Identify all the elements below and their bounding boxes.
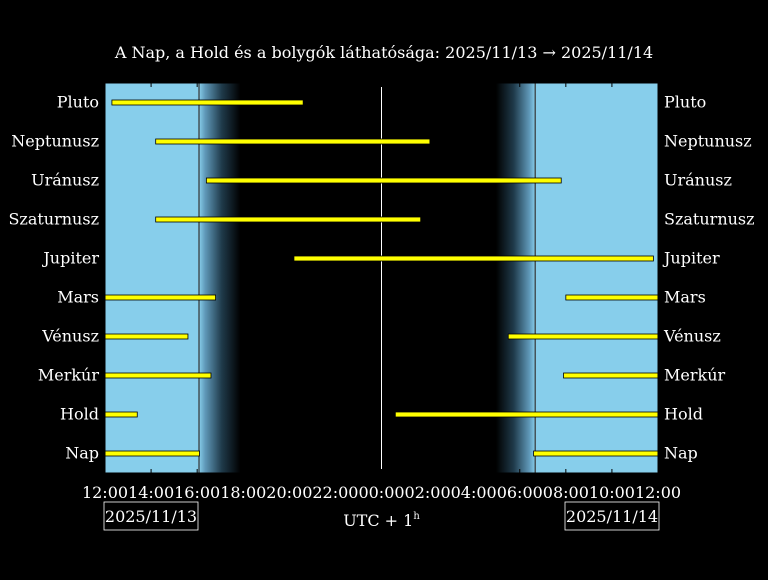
day-region-left	[105, 83, 200, 473]
y-label-right-pluto: Pluto	[664, 93, 706, 112]
day-region-right	[535, 83, 658, 473]
x-axis-label-superscript: h	[413, 511, 420, 522]
dusk-twilight	[199, 83, 241, 473]
y-label-left-uránusz: Uránusz	[31, 171, 99, 190]
visibility-bar-pluto	[111, 99, 304, 106]
visibility-bar-szaturnusz	[155, 216, 422, 223]
y-label-right-vénusz: Vénusz	[663, 327, 721, 346]
date-left: 2025/11/13	[105, 507, 197, 526]
y-label-left-jupiter: Jupiter	[41, 249, 99, 268]
y-label-right-jupiter: Jupiter	[662, 249, 720, 268]
x-tick-label: 02:00	[405, 483, 451, 502]
x-tick-label: 10:00	[589, 483, 635, 502]
dawn-twilight	[496, 83, 536, 473]
y-label-left-szaturnusz: Szaturnusz	[8, 210, 99, 229]
visibility-bar-neptunusz	[155, 138, 431, 145]
visibility-bar-merkúr	[104, 372, 212, 379]
y-label-left-nap: Nap	[65, 444, 99, 463]
y-label-left-merkúr: Merkúr	[38, 366, 100, 385]
x-tick-label: 18:00	[220, 483, 266, 502]
y-label-right-merkúr: Merkúr	[664, 366, 726, 385]
x-tick-label: 16:00	[174, 483, 220, 502]
y-label-right-hold: Hold	[664, 405, 703, 424]
visibility-bar-mars	[104, 294, 216, 301]
y-label-left-mars: Mars	[57, 288, 99, 307]
x-tick-label: 00:00	[358, 483, 404, 502]
date-right-box	[564, 501, 660, 531]
visibility-bar-uránusz	[205, 177, 562, 184]
chart-title: A Nap, a Hold és a bolygók láthatósága: …	[114, 43, 653, 62]
visibility-bar-mars	[565, 294, 659, 301]
x-tick-label: 12:00	[82, 483, 128, 502]
date-left-box	[103, 501, 199, 531]
y-label-left-hold: Hold	[60, 405, 99, 424]
x-tick-label: 14:00	[128, 483, 174, 502]
y-label-right-neptunusz: Neptunusz	[664, 132, 752, 151]
x-tick-label: 06:00	[497, 483, 543, 502]
y-label-right-szaturnusz: Szaturnusz	[664, 210, 755, 229]
y-label-left-neptunusz: Neptunusz	[11, 132, 99, 151]
visibility-bar-hold	[104, 411, 138, 418]
visibility-bar-jupiter	[293, 255, 654, 262]
visibility-bar-nap	[533, 450, 659, 457]
x-tick-label: 20:00	[266, 483, 312, 502]
date-right: 2025/11/14	[566, 507, 658, 526]
x-axis-label: UTC + 1h	[343, 511, 420, 530]
visibility-bar-nap	[104, 450, 200, 457]
x-axis-label-text: UTC + 1	[343, 511, 413, 530]
y-label-right-uránusz: Uránusz	[664, 171, 732, 190]
visibility-bar-vénusz	[104, 333, 189, 340]
visibility-bar-merkúr	[563, 372, 659, 379]
y-label-left-pluto: Pluto	[57, 93, 99, 112]
x-tick-label: 12:00	[635, 483, 681, 502]
visibility-bar-vénusz	[507, 333, 659, 340]
x-tick-label: 04:00	[451, 483, 497, 502]
y-label-left-vénusz: Vénusz	[41, 327, 99, 346]
y-label-right-mars: Mars	[664, 288, 706, 307]
x-tick-label: 08:00	[543, 483, 589, 502]
visibility-bar-hold	[394, 411, 659, 418]
x-tick-label: 22:00	[312, 483, 358, 502]
y-label-right-nap: Nap	[664, 444, 698, 463]
